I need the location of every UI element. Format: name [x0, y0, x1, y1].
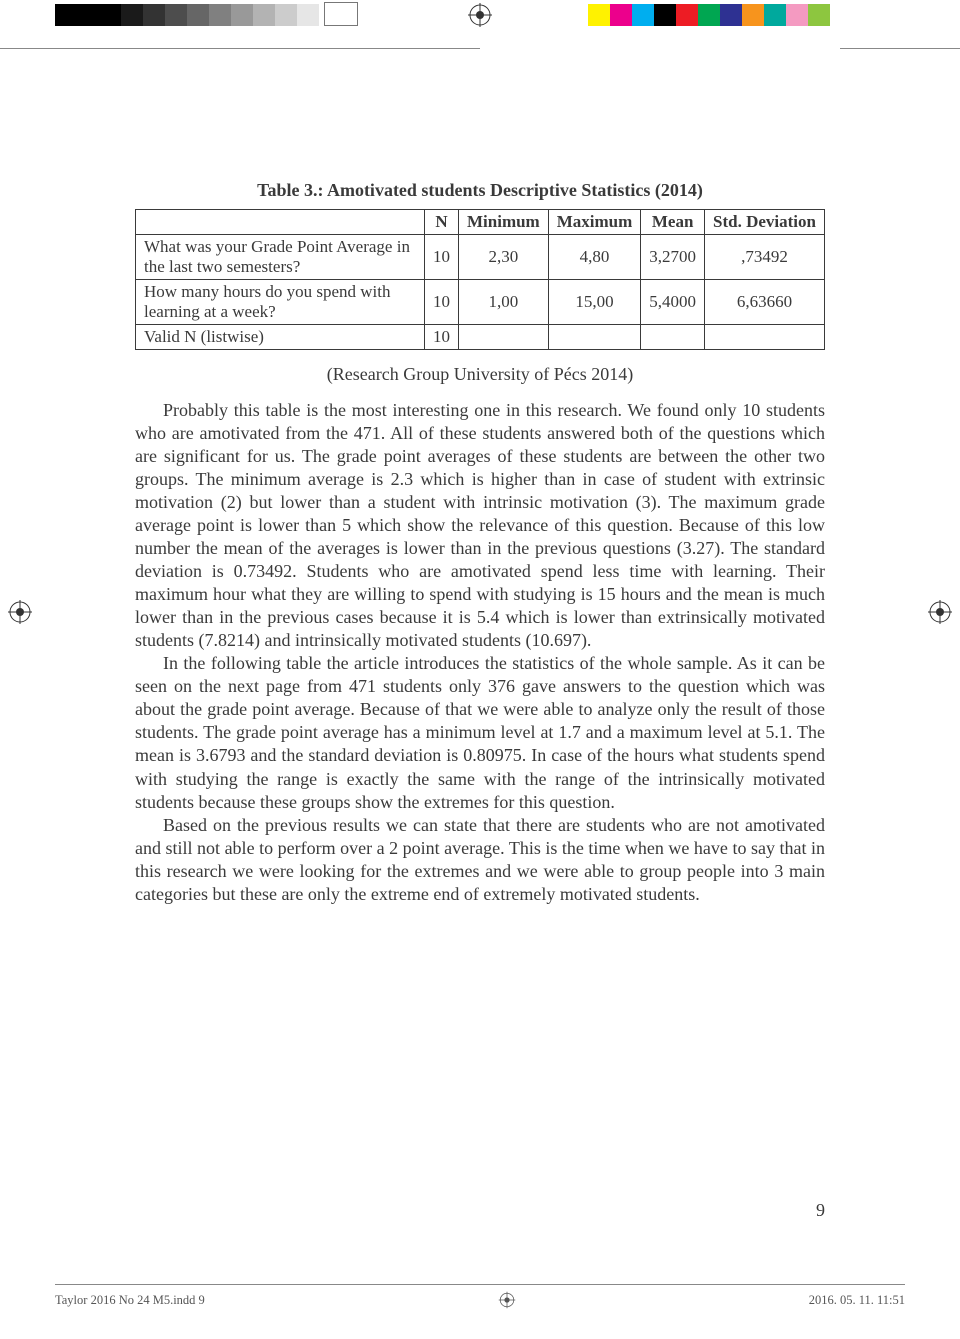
registration-target-right [928, 600, 952, 624]
slug-target-icon [205, 1291, 809, 1309]
col-blank [136, 210, 425, 235]
paragraph: Based on the previous results we can sta… [135, 814, 825, 906]
registration-strip [0, 0, 960, 36]
table-title: Table 3.: Amotivated students Descriptiv… [135, 180, 825, 201]
color-swatch [632, 4, 654, 26]
cell: ,73492 [705, 235, 825, 280]
col-n: N [425, 210, 459, 235]
table-row: Valid N (listwise) 10 [136, 325, 825, 350]
cell: 2,30 [459, 235, 549, 280]
page: Table 3.: Amotivated students Descriptiv… [0, 0, 960, 1339]
slug-line: Taylor 2016 No 24 M5.indd 9 2016. 05. 11… [55, 1284, 905, 1309]
color-ramp [588, 4, 830, 28]
grayscale-ramp [55, 4, 319, 28]
col-mean: Mean [641, 210, 705, 235]
gray-swatch [231, 4, 253, 26]
gray-swatch [55, 4, 77, 26]
color-swatch [588, 4, 610, 26]
gray-swatch [121, 4, 143, 26]
registration-target-top [468, 3, 492, 27]
cell [641, 325, 705, 350]
crop-line-top [0, 48, 960, 49]
slug-file: Taylor 2016 No 24 M5.indd 9 [55, 1293, 205, 1308]
cell: 4,80 [548, 235, 641, 280]
cell: 10 [425, 325, 459, 350]
row-label: How many hours do you spend with learnin… [136, 280, 425, 325]
gray-swatch [143, 4, 165, 26]
color-swatch [610, 4, 632, 26]
color-swatch [786, 4, 808, 26]
table-source: (Research Group University of Pécs 2014) [135, 364, 825, 385]
paragraph: In the following table the article intro… [135, 652, 825, 813]
color-swatch [720, 4, 742, 26]
color-swatch [698, 4, 720, 26]
gray-swatch [187, 4, 209, 26]
col-std: Std. Deviation [705, 210, 825, 235]
cell: 10 [425, 280, 459, 325]
table-row: What was your Grade Point Average in the… [136, 235, 825, 280]
content-area: Table 3.: Amotivated students Descriptiv… [135, 180, 825, 906]
gray-swatch [297, 4, 319, 26]
cell: 6,63660 [705, 280, 825, 325]
registration-target-left [8, 600, 32, 624]
color-swatch [676, 4, 698, 26]
col-min: Minimum [459, 210, 549, 235]
gray-swatch [99, 4, 121, 26]
color-swatch [764, 4, 786, 26]
row-label: What was your Grade Point Average in the… [136, 235, 425, 280]
row-label: Valid N (listwise) [136, 325, 425, 350]
cell [548, 325, 641, 350]
cell: 5,4000 [641, 280, 705, 325]
gray-swatch [253, 4, 275, 26]
cell: 15,00 [548, 280, 641, 325]
col-max: Maximum [548, 210, 641, 235]
color-swatch [808, 4, 830, 26]
stats-table: N Minimum Maximum Mean Std. Deviation Wh… [135, 209, 825, 350]
cell: 3,2700 [641, 235, 705, 280]
cell: 10 [425, 235, 459, 280]
slug-timestamp: 2016. 05. 11. 11:51 [809, 1293, 905, 1308]
cell [705, 325, 825, 350]
color-swatch [654, 4, 676, 26]
gray-swatch [77, 4, 99, 26]
table-row: How many hours do you spend with learnin… [136, 280, 825, 325]
gray-swatch [275, 4, 297, 26]
paragraph: Probably this table is the most interest… [135, 399, 825, 652]
gray-swatch [165, 4, 187, 26]
table-header-row: N Minimum Maximum Mean Std. Deviation [136, 210, 825, 235]
cell: 1,00 [459, 280, 549, 325]
cell [459, 325, 549, 350]
page-number: 9 [816, 1200, 825, 1221]
registration-box-left [324, 2, 358, 26]
body-text: Probably this table is the most interest… [135, 399, 825, 906]
gray-swatch [209, 4, 231, 26]
color-swatch [742, 4, 764, 26]
